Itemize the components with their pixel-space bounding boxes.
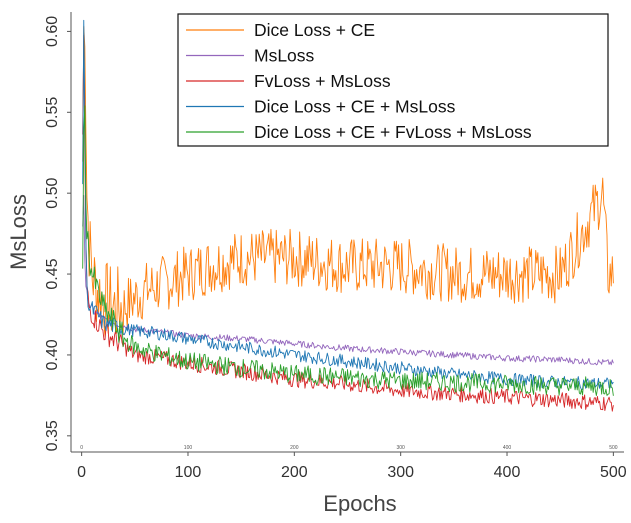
series-line-3 bbox=[82, 19, 614, 390]
y-tick-label: 0.50 bbox=[44, 178, 61, 209]
x-tick-label: 300 bbox=[387, 464, 414, 481]
legend: Dice Loss + CE MsLoss FvLoss + MsLoss Dice … bbox=[177, 13, 609, 147]
y-tick-label: 0.55 bbox=[44, 97, 61, 128]
x-tick-label: 100 bbox=[175, 464, 202, 481]
x-minor-mark: 200 bbox=[290, 445, 299, 451]
y-tick-label: 0.35 bbox=[44, 420, 61, 451]
series-line-2 bbox=[82, 34, 614, 412]
x-tick-label: 400 bbox=[494, 464, 521, 481]
axes-layer bbox=[70, 12, 624, 453]
legend-label-4: Dice Loss + CE + FvLoss + MsLoss bbox=[254, 122, 532, 142]
legend-items: Dice Loss + CE MsLoss FvLoss + MsLoss Dice … bbox=[186, 20, 532, 142]
legend-label-2: FvLoss + MsLoss bbox=[254, 71, 391, 91]
x-minor-mark: 300 bbox=[397, 445, 406, 451]
x-tick-label: 200 bbox=[281, 464, 308, 481]
x-minor-mark: 100 bbox=[184, 445, 193, 451]
x-minor-mark: 500 bbox=[609, 445, 618, 451]
legend-label-0: Dice Loss + CE bbox=[254, 20, 375, 40]
x-tick-label: 500 bbox=[600, 464, 627, 481]
legend-box bbox=[177, 13, 609, 147]
x-minor-mark: 0 bbox=[80, 445, 83, 451]
y-tick-label: 0.60 bbox=[44, 16, 61, 47]
series-layer bbox=[82, 19, 614, 412]
legend-label-1: MsLoss bbox=[254, 46, 315, 66]
y-axis-title: MsLoss bbox=[6, 194, 31, 270]
y-tick-label: 0.45 bbox=[44, 258, 61, 289]
legend-label-3: Dice Loss + CE + MsLoss bbox=[254, 97, 456, 117]
x-axis-title: Epochs bbox=[323, 491, 396, 516]
x-minor-mark: 400 bbox=[503, 445, 512, 451]
x-tick-label: 0 bbox=[77, 464, 86, 481]
series-line-4 bbox=[82, 105, 614, 397]
series-line-0 bbox=[82, 26, 614, 338]
ticks-layer: 0 0 100 100 200 200 300 300 400 400 500 500 0.35 0.40… bbox=[44, 16, 627, 481]
y-tick-label: 0.40 bbox=[44, 339, 61, 370]
